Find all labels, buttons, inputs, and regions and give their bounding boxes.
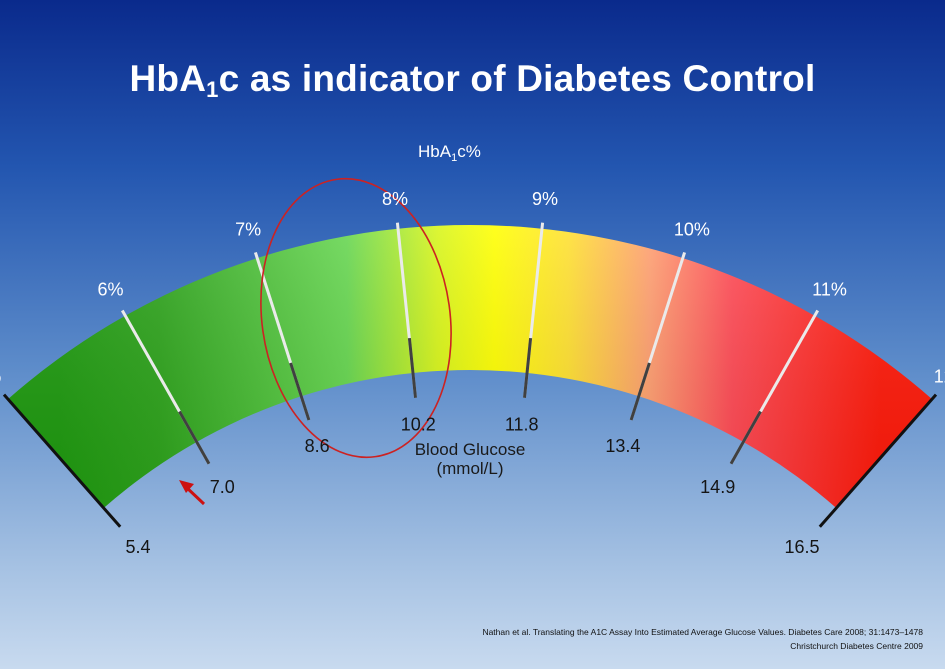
pointer-arrow-icon [179,480,206,506]
page-title: HbA1c as indicator of Diabetes Control [129,58,816,102]
glucose-tick-label: 11.8 [505,415,539,435]
glucose-axis-label-line2: (mmol/L) [436,459,504,478]
hba1c-tick-label: 6% [97,280,123,300]
hba1c-tick-label: 7% [235,220,261,240]
glucose-axis-label: Blood Glucose (mmol/L) [400,440,540,478]
glucose-tick-label: 14.9 [700,477,735,497]
hba1c-scale-title: HbA1c% [418,142,481,164]
hba1c-tick-label: 5% [0,367,1,387]
tick-group [2,222,938,528]
footer-citation: Nathan et al. Translating the A1C Assay … [482,627,923,637]
tick-mark-shade [178,410,211,465]
hba1c-tick-label: 11% [812,280,847,300]
glucose-tick-label: 7.0 [210,477,235,497]
hba1c-tick-label: 12% [934,367,945,387]
glucose-tick-label: 8.6 [305,436,330,456]
hba1c-tick-label: 8% [382,189,408,209]
hba1c-tick-label: 9% [532,189,558,209]
glucose-tick-label: 10.2 [401,415,436,435]
footer-credit: Christchurch Diabetes Centre 2009 [790,641,923,651]
color-band-group [8,224,932,508]
glucose-tick-label: 13.4 [605,436,640,456]
tick-mark [2,393,122,528]
hba1c-tick-label: 10% [674,220,710,240]
glucose-tick-label: 5.4 [125,537,150,557]
tick-mark-shade [407,337,417,398]
glucose-tick-label: 16.5 [784,537,819,557]
label-group: 5% 5.4 6% 7.0 7% 8.6 8% 10.2 9% 11.8 10% 13.4 11% 14.… [0,189,945,557]
color-band-shading [8,224,932,508]
glucose-axis-label-line1: Blood Glucose [414,440,526,459]
tick-mark-shade [289,362,311,421]
tick-mark [818,393,938,528]
tick-mark-shade [523,337,533,398]
highlight-ellipse [260,177,452,459]
tick-mark-shade [629,362,651,421]
tick-mark-shade [729,410,762,465]
